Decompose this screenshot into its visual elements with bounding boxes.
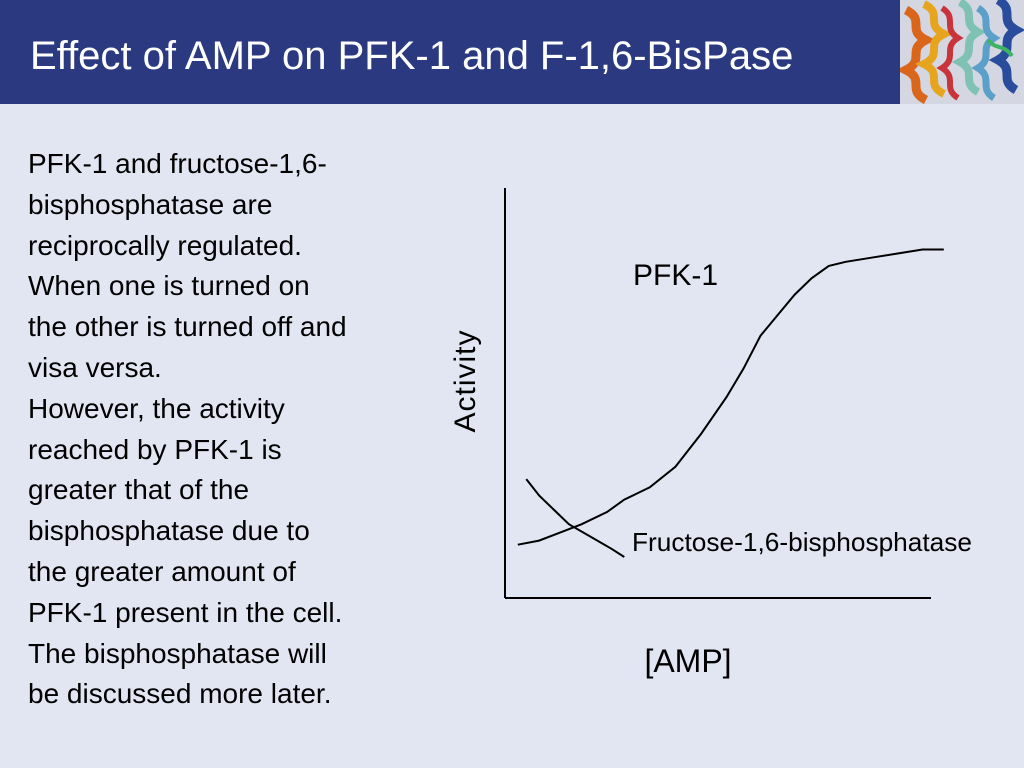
- body-text-line: greater that of the: [28, 474, 250, 506]
- body-text-line: reciprocally regulated.: [28, 229, 302, 261]
- body-text-line: the greater amount of: [28, 555, 296, 587]
- y-axis-label: Activity: [449, 329, 482, 432]
- fbpase-curve: [525, 478, 625, 558]
- body-text-line: bisphosphatase due to: [28, 515, 310, 547]
- body-text-line: bisphosphatase are: [28, 188, 273, 220]
- body-text-line: However, the activity: [28, 392, 285, 424]
- body-text-line: PFK-1 present in the cell.: [28, 596, 343, 628]
- body-text-line: When one is turned on: [28, 270, 310, 302]
- slide-title: Effect of AMP on PFK-1 and F-1,6-BisPase: [30, 34, 794, 78]
- body-text-line: visa versa.: [28, 351, 162, 383]
- body-text-line: be discussed more later.: [28, 678, 332, 710]
- body-text: PFK-1 and fructose-1,6- bisphosphatase ar…: [28, 144, 428, 715]
- x-axis-label: [AMP]: [644, 643, 731, 679]
- body-text-line: the other is turned off and: [28, 311, 347, 343]
- body-text-line: reached by PFK-1 is: [28, 433, 282, 465]
- fbpase-series-label: Fructose-1,6-bisphosphatase: [632, 527, 972, 557]
- title-bar: Effect of AMP on PFK-1 and F-1,6-BisPase: [0, 0, 1024, 104]
- protein-structure-icon: [900, 0, 1024, 104]
- body-text-line: The bisphosphatase will: [28, 637, 327, 669]
- body-text-line: PFK-1 and fructose-1,6-: [28, 148, 327, 179]
- pfk1-curve: [517, 248, 944, 546]
- protein-ribbon-image: [900, 0, 1024, 104]
- pfk1-series-label: PFK-1: [633, 259, 718, 292]
